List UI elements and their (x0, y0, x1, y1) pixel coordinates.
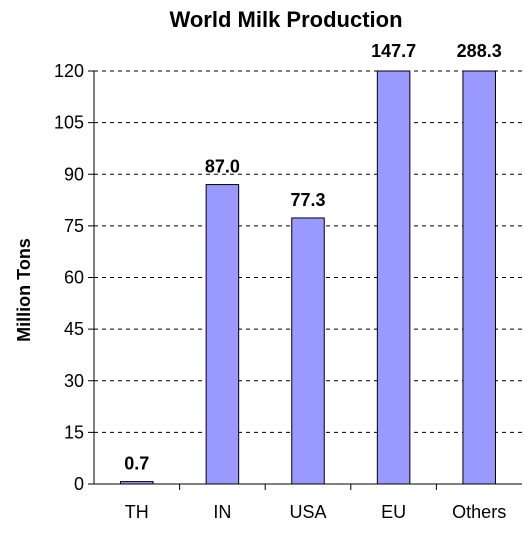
bar-others (462, 70, 496, 485)
y-ticks: 0 15 30 45 60 75 90 105 120 (54, 61, 94, 494)
chart-title: World Milk Production (169, 7, 402, 32)
data-label: 0.7 (124, 454, 149, 474)
x-category-label: EU (381, 502, 406, 522)
bar-in (205, 184, 240, 485)
x-category-label: IN (213, 502, 231, 522)
x-category-label: Others (452, 502, 506, 522)
y-tick-label: 75 (64, 216, 84, 236)
y-tick-label: 45 (64, 319, 84, 339)
x-categories: TH IN USA EU Others (125, 484, 506, 522)
y-tick-label: 120 (54, 61, 84, 81)
data-label: 147.7 (371, 41, 416, 61)
bar-eu (376, 70, 411, 485)
y-axis-label: Million Tons (14, 238, 34, 342)
bar-usa (291, 217, 325, 485)
y-tick-label: 105 (54, 113, 84, 133)
data-label: 87.0 (205, 157, 240, 177)
y-tick-label: 15 (64, 422, 84, 442)
x-category-label: USA (289, 502, 326, 522)
data-labels: 0.7 87.0 77.3 147.7 288.3 (124, 41, 501, 474)
y-tick-label: 90 (64, 164, 84, 184)
x-category-label: TH (125, 502, 149, 522)
y-tick-label: 60 (64, 268, 84, 288)
data-label: 288.3 (457, 41, 502, 61)
y-tick-label: 30 (64, 371, 84, 391)
y-tick-label: 0 (74, 474, 84, 494)
data-label: 77.3 (290, 190, 325, 210)
bars (120, 70, 496, 485)
